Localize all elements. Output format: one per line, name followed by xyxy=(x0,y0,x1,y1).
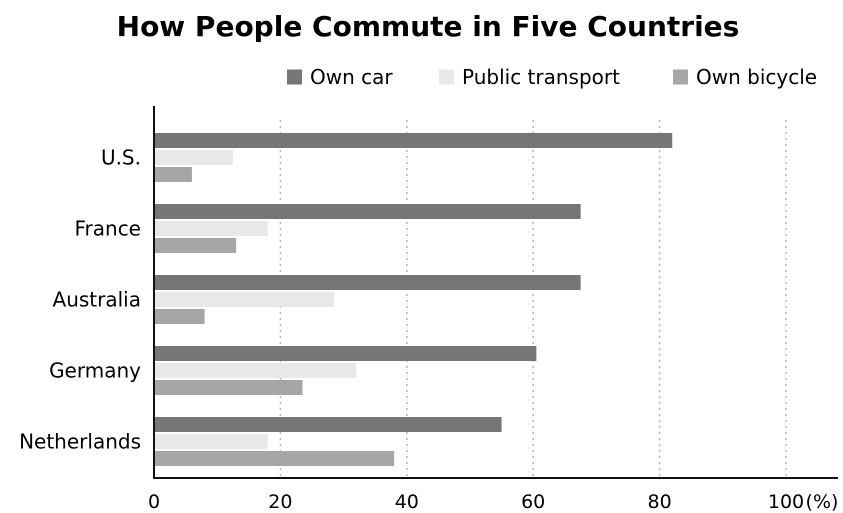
legend-label: Own car xyxy=(310,65,393,89)
x-tick-label: 0 xyxy=(148,491,160,513)
category-label: U.S. xyxy=(101,146,141,170)
x-tick-label: 100 xyxy=(768,491,804,513)
bar-us-public-transport xyxy=(154,150,233,165)
x-tick-label: 80 xyxy=(648,491,672,513)
category-label: Netherlands xyxy=(19,430,141,454)
legend-swatch-own-bicycle xyxy=(673,69,688,85)
bar-netherlands-public-transport xyxy=(154,434,268,449)
legend-swatch-public-transport xyxy=(439,69,454,85)
bars xyxy=(154,133,673,466)
bar-france-own-bicycle xyxy=(154,238,237,253)
bar-netherlands-own-car xyxy=(154,417,502,432)
bar-germany-own-bicycle xyxy=(154,380,303,395)
bar-australia-public-transport xyxy=(154,292,335,307)
category-label: Germany xyxy=(49,359,141,383)
bar-netherlands-own-bicycle xyxy=(154,451,395,466)
bar-australia-own-bicycle xyxy=(154,309,205,324)
bar-us-own-car xyxy=(154,133,673,148)
category-label: Australia xyxy=(53,288,141,312)
tick-labels: 0 20 40 60 80 100 (%) xyxy=(148,491,838,513)
legend-label: Own bicycle xyxy=(696,65,817,89)
category-label: France xyxy=(74,217,141,241)
bar-france-public-transport xyxy=(154,221,268,236)
bar-australia-own-car xyxy=(154,275,581,290)
x-tick-label: 40 xyxy=(395,491,419,513)
x-tick-label: 60 xyxy=(521,491,545,513)
legend-label: Public transport xyxy=(462,65,620,89)
x-tick-label: 20 xyxy=(268,491,292,513)
x-axis-unit: (%) xyxy=(806,491,839,513)
axes xyxy=(153,106,838,479)
legend-swatch-own-car xyxy=(287,69,302,85)
bar-us-own-bicycle xyxy=(154,167,192,182)
bar-germany-public-transport xyxy=(154,363,357,378)
bar-france-own-car xyxy=(154,204,581,219)
legend: Own car Public transport Own bicycle xyxy=(287,65,817,89)
bar-germany-own-car xyxy=(154,346,537,361)
category-labels: U.S. France Australia Germany Netherlands xyxy=(19,146,141,454)
chart-title: How People Commute in Five Countries xyxy=(117,10,740,43)
